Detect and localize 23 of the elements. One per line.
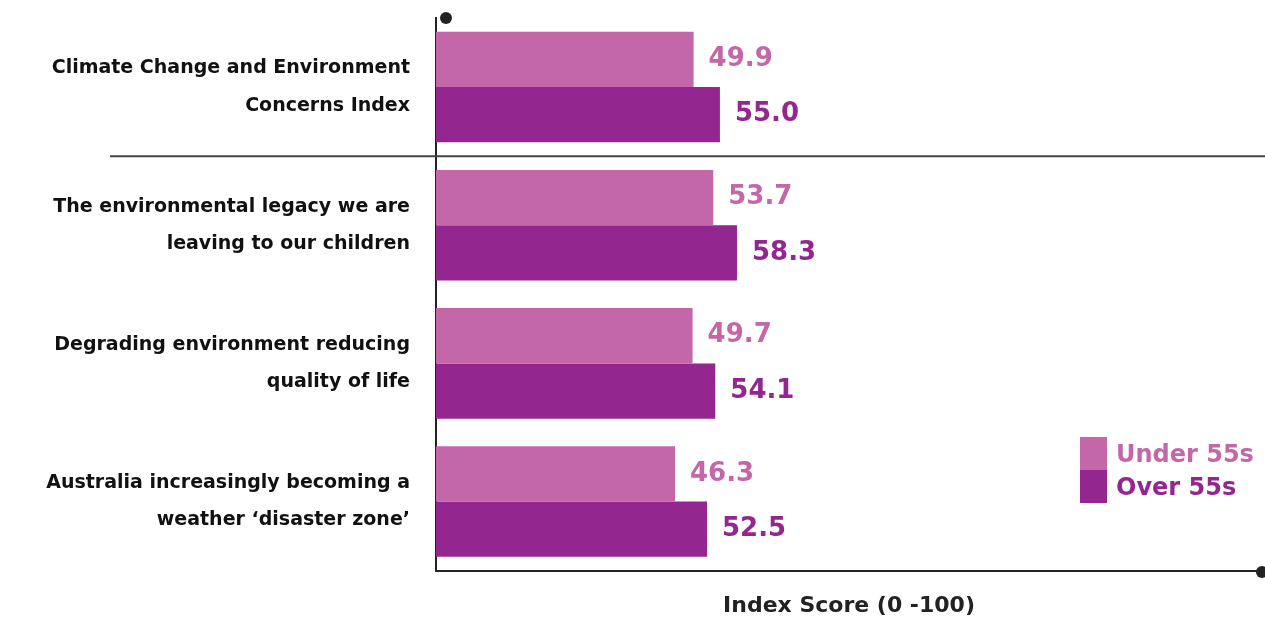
- data-label: 46.3: [690, 456, 755, 487]
- bar: [436, 87, 720, 143]
- bar: [436, 446, 676, 502]
- bar: [436, 308, 693, 364]
- y-tick-label: Australia increasingly becoming a weather ‘disaster zone’: [46, 469, 410, 529]
- data-label: 52.5: [722, 511, 787, 542]
- y-tick-label: Climate Change and Environment Concerns Index: [51, 55, 410, 115]
- bar: [436, 31, 694, 88]
- bar: [436, 225, 737, 281]
- data-label: 58.3: [751, 235, 817, 266]
- y-tick-label: Degrading environment reducing quality of life: [54, 331, 410, 391]
- data-label: 49.7: [707, 318, 772, 349]
- data-label: 49.9: [708, 42, 773, 73]
- x-axis-title: Index Score (0 -100): [723, 591, 975, 617]
- bar: [436, 501, 708, 557]
- data-label: 55.0: [734, 97, 800, 128]
- bar: [436, 169, 714, 226]
- data-label: 54.1: [730, 373, 795, 404]
- bar: [436, 363, 716, 419]
- data-label: 53.7: [728, 180, 793, 211]
- y-tick-label: The environmental legacy we are leaving to our children: [53, 193, 410, 253]
- legend-label: Over 55s: [1116, 472, 1237, 501]
- legend-label: Under 55s: [1116, 439, 1254, 468]
